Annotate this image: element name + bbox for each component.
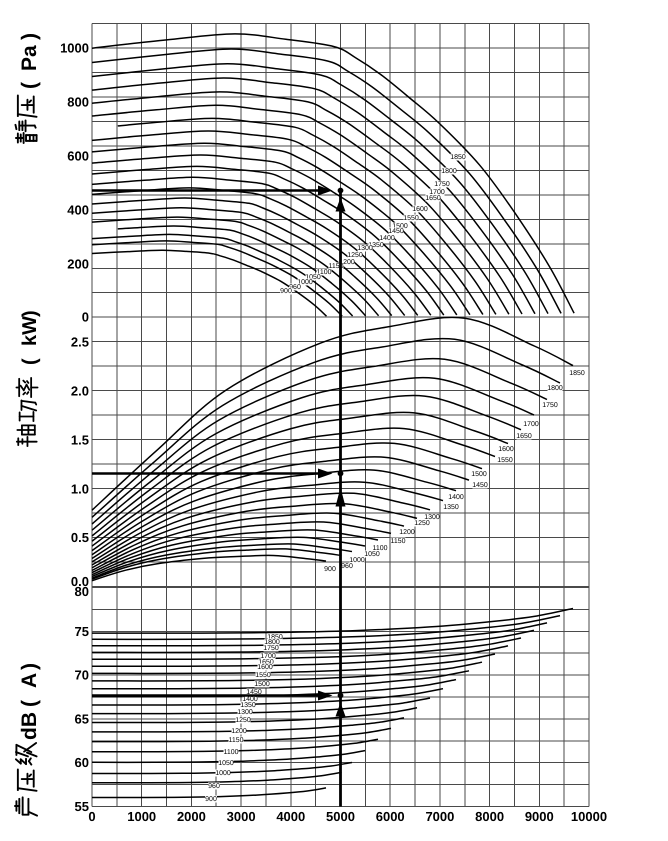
svg-text:(: ( xyxy=(19,358,41,365)
svg-text:1650: 1650 xyxy=(425,195,441,202)
svg-text:1450: 1450 xyxy=(246,689,262,696)
svg-text:60: 60 xyxy=(75,755,89,770)
svg-text:1750: 1750 xyxy=(263,645,279,652)
svg-text:1350: 1350 xyxy=(240,702,256,709)
svg-text:9000: 9000 xyxy=(525,809,554,824)
svg-text:1600: 1600 xyxy=(257,664,273,671)
svg-text:6000: 6000 xyxy=(376,809,405,824)
svg-text:7000: 7000 xyxy=(425,809,454,824)
svg-text:(: ( xyxy=(18,700,41,707)
svg-text:1800: 1800 xyxy=(264,639,280,646)
svg-text:10000: 10000 xyxy=(571,809,607,824)
svg-text:1000: 1000 xyxy=(349,557,365,564)
svg-text:1150: 1150 xyxy=(228,737,243,744)
svg-text:2000: 2000 xyxy=(177,809,206,824)
svg-text:0: 0 xyxy=(82,310,89,325)
svg-text:1100: 1100 xyxy=(223,749,238,756)
svg-text:1550: 1550 xyxy=(403,215,419,222)
svg-text:0: 0 xyxy=(88,809,95,824)
svg-text:1250: 1250 xyxy=(347,252,363,259)
svg-text:1650: 1650 xyxy=(258,659,274,666)
svg-text:1800: 1800 xyxy=(547,385,563,392)
svg-text:900: 900 xyxy=(280,288,292,295)
svg-text:1600: 1600 xyxy=(498,446,514,453)
svg-text:800: 800 xyxy=(67,95,89,110)
svg-text:1400: 1400 xyxy=(448,494,464,501)
svg-text:1350: 1350 xyxy=(368,242,384,249)
svg-text:(: ( xyxy=(18,82,41,89)
svg-text:1400: 1400 xyxy=(379,235,395,242)
svg-text:1450: 1450 xyxy=(472,482,488,489)
svg-text:1050: 1050 xyxy=(218,760,234,767)
svg-text:1200: 1200 xyxy=(339,259,355,266)
svg-text:1750: 1750 xyxy=(434,181,450,188)
svg-text:1500: 1500 xyxy=(392,223,408,230)
svg-text:900: 900 xyxy=(324,566,336,573)
svg-text:1.0: 1.0 xyxy=(71,481,89,496)
svg-text:1700: 1700 xyxy=(429,189,445,196)
svg-text:80: 80 xyxy=(75,584,89,599)
svg-text:70: 70 xyxy=(75,668,89,683)
svg-text:1200: 1200 xyxy=(399,529,415,536)
svg-text:400: 400 xyxy=(67,202,89,217)
svg-text:1550: 1550 xyxy=(255,672,271,679)
svg-text:1700: 1700 xyxy=(523,421,539,428)
svg-text:1450: 1450 xyxy=(388,228,404,235)
svg-text:1150: 1150 xyxy=(328,263,343,270)
svg-text:1200: 1200 xyxy=(231,728,247,735)
svg-text:1100: 1100 xyxy=(372,545,387,552)
svg-text:1850: 1850 xyxy=(450,154,466,161)
svg-text:1400: 1400 xyxy=(242,696,258,703)
svg-text:Pa: Pa xyxy=(18,45,41,71)
svg-text:8000: 8000 xyxy=(475,809,504,824)
svg-text:dB: dB xyxy=(18,712,41,740)
svg-text:5000: 5000 xyxy=(326,809,355,824)
svg-text:960: 960 xyxy=(341,563,353,570)
svg-text:1250: 1250 xyxy=(235,717,251,724)
svg-text:1500: 1500 xyxy=(254,681,270,688)
svg-text:1300: 1300 xyxy=(357,245,373,252)
svg-text:1250: 1250 xyxy=(414,520,430,527)
svg-text:1350: 1350 xyxy=(443,504,459,511)
svg-text:1000: 1000 xyxy=(60,41,89,56)
svg-text:900: 900 xyxy=(205,796,217,803)
svg-text:3000: 3000 xyxy=(227,809,256,824)
svg-text:1100: 1100 xyxy=(316,269,331,276)
svg-text:): ) xyxy=(18,33,41,40)
svg-text:0.0: 0.0 xyxy=(71,574,89,589)
svg-text:1050: 1050 xyxy=(364,551,380,558)
svg-text:960: 960 xyxy=(289,284,301,291)
svg-text:55: 55 xyxy=(75,799,89,814)
svg-text:1850: 1850 xyxy=(267,634,283,641)
svg-text:1650: 1650 xyxy=(516,433,532,440)
svg-text:): ) xyxy=(19,310,41,317)
svg-text:0.5: 0.5 xyxy=(71,530,89,545)
svg-text:1800: 1800 xyxy=(441,168,457,175)
svg-text:1300: 1300 xyxy=(237,709,253,716)
svg-text:4000: 4000 xyxy=(276,809,305,824)
svg-text:75: 75 xyxy=(75,624,89,639)
svg-text:1150: 1150 xyxy=(390,538,405,545)
svg-text:1050: 1050 xyxy=(305,274,321,281)
svg-text:1550: 1550 xyxy=(497,457,513,464)
svg-text:): ) xyxy=(18,663,41,670)
svg-text:1000: 1000 xyxy=(215,770,231,777)
svg-text:1600: 1600 xyxy=(412,206,428,213)
svg-text:600: 600 xyxy=(67,149,89,164)
svg-text:65: 65 xyxy=(75,711,89,726)
svg-text:1000: 1000 xyxy=(297,279,313,286)
svg-text:A: A xyxy=(18,673,41,688)
svg-text:2.0: 2.0 xyxy=(71,384,89,399)
svg-text:1500: 1500 xyxy=(471,471,487,478)
svg-text:1850: 1850 xyxy=(569,370,585,377)
svg-text:1750: 1750 xyxy=(542,402,558,409)
svg-text:200: 200 xyxy=(67,256,89,271)
svg-text:960: 960 xyxy=(208,783,220,790)
svg-text:2.5: 2.5 xyxy=(71,335,89,350)
svg-text:1000: 1000 xyxy=(127,809,156,824)
svg-text:1.5: 1.5 xyxy=(71,432,89,447)
svg-text:1300: 1300 xyxy=(424,514,440,521)
svg-text:kW: kW xyxy=(19,316,41,346)
svg-text:1700: 1700 xyxy=(260,653,276,660)
